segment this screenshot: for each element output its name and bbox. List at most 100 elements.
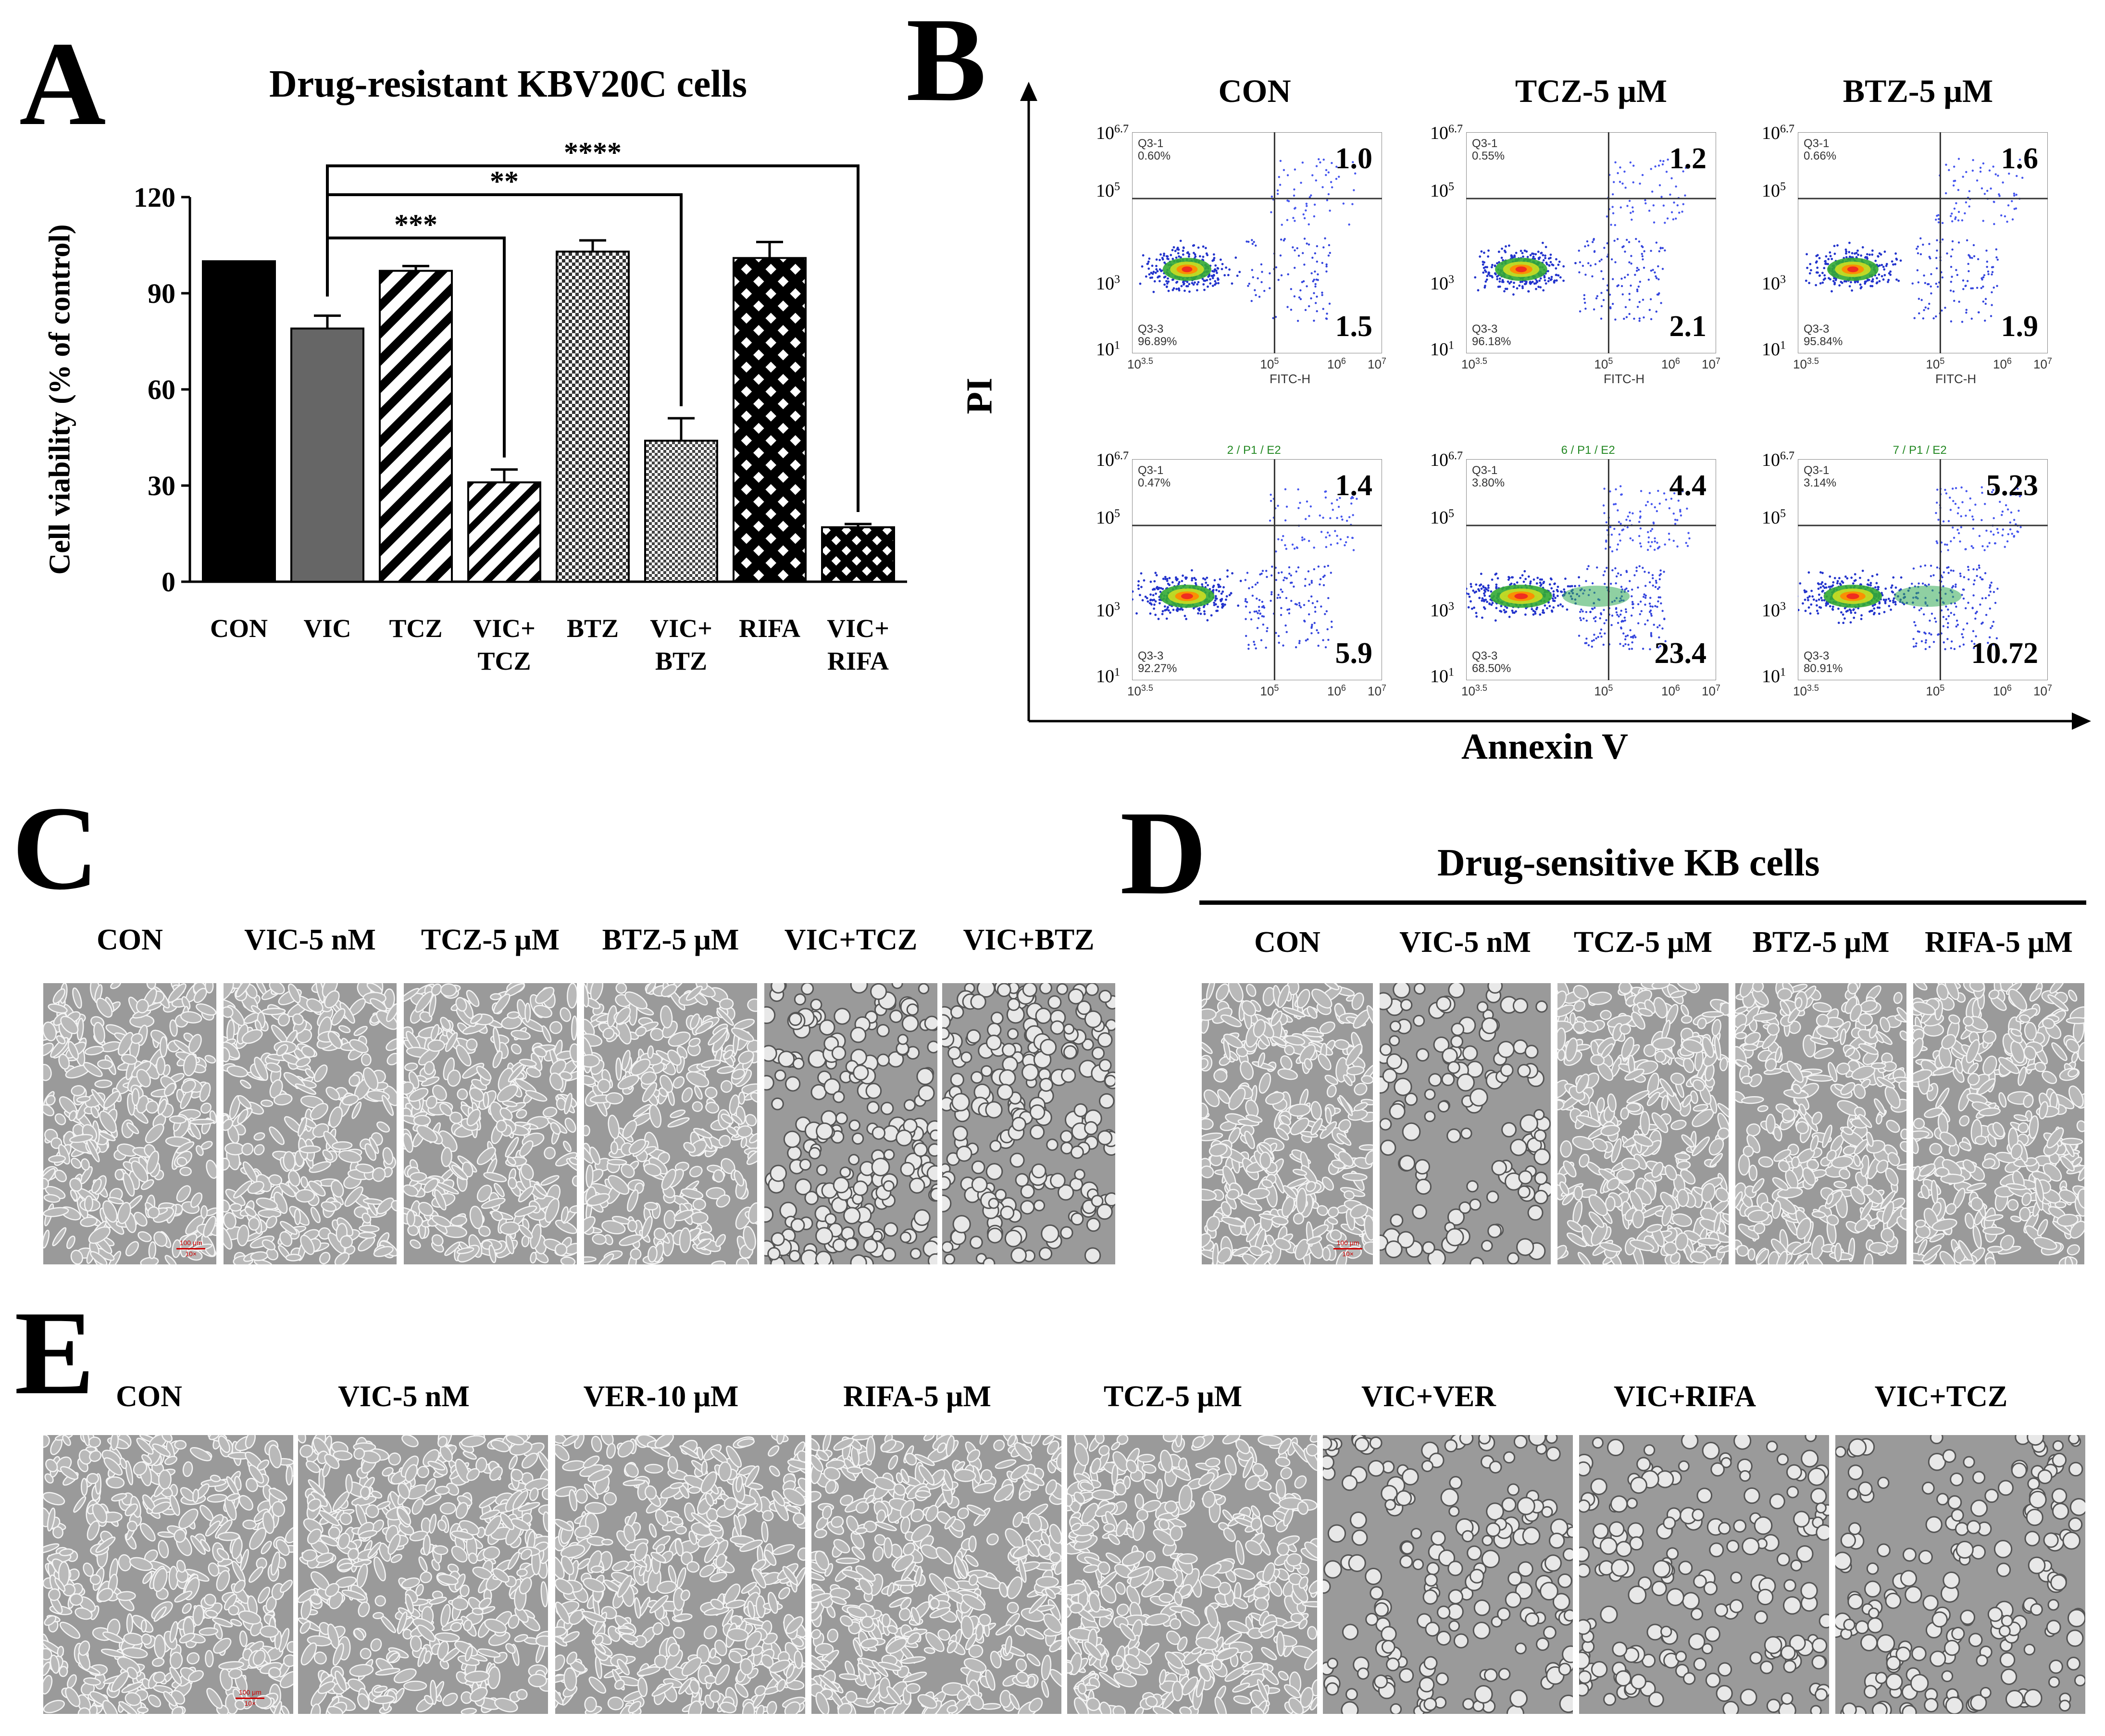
- flow-event: [1301, 161, 1304, 164]
- flow-event: [1962, 636, 1964, 638]
- flow-event: [1884, 602, 1887, 604]
- cell: [90, 1251, 108, 1264]
- flow-y-tick-base: 10: [1096, 666, 1114, 687]
- flow-event: [1557, 586, 1559, 588]
- flow-event: [1954, 502, 1957, 505]
- cell: [269, 1079, 283, 1099]
- flow-event: [1891, 584, 1893, 587]
- flow-event: [1845, 250, 1848, 253]
- flow-event: [1197, 281, 1200, 284]
- flow-event: [1591, 640, 1594, 642]
- microscopy-image: [404, 983, 577, 1264]
- cell: [696, 1238, 712, 1249]
- flow-event: [1670, 211, 1673, 213]
- flow-event: [1263, 289, 1266, 292]
- flow-event: [1161, 257, 1164, 259]
- flow-event: [1352, 161, 1354, 163]
- flow-x-tick-exp: 3.5: [1475, 356, 1487, 366]
- flow-event: [1831, 605, 1834, 608]
- flow-event: [1805, 279, 1807, 282]
- flow-event: [1661, 610, 1664, 612]
- flow-event: [1319, 514, 1321, 517]
- flow-y-tick-exp: 5: [1114, 180, 1120, 193]
- flow-event: [1937, 518, 1940, 521]
- flow-event: [1310, 625, 1313, 628]
- flow-event: [1822, 585, 1825, 587]
- flow-event: [1956, 624, 1959, 626]
- flow-event: [1310, 272, 1313, 275]
- flow-event: [1859, 283, 1862, 286]
- flow-event: [1658, 586, 1661, 588]
- cell: [673, 1076, 685, 1089]
- flow-event: [1253, 643, 1256, 646]
- cell: [200, 1205, 208, 1219]
- flow-event: [1155, 264, 1158, 267]
- flow-event: [1845, 256, 1848, 259]
- flow-event: [1311, 174, 1314, 176]
- flow-event: [1214, 603, 1217, 606]
- cell: [497, 1084, 518, 1102]
- flow-event: [1967, 262, 1969, 265]
- flow-event: [1180, 256, 1182, 259]
- cell: [764, 1045, 777, 1062]
- flow-event: [1605, 548, 1607, 550]
- cell: [564, 1117, 576, 1133]
- flow-event: [1217, 583, 1220, 586]
- cell: [206, 1160, 216, 1179]
- flow-event: [1979, 170, 1982, 173]
- flow-plot-area: [1454, 459, 1717, 681]
- flow-event: [1850, 576, 1853, 579]
- flow-y-tick-exp: 1: [1780, 666, 1786, 679]
- flow-event: [1468, 595, 1471, 598]
- cell: [330, 1180, 344, 1198]
- cell: [627, 1189, 639, 1212]
- flow-event: [1546, 270, 1549, 273]
- flow-event: [1895, 278, 1898, 281]
- flow-event: [1348, 223, 1350, 226]
- flow-event: [1161, 587, 1164, 590]
- flow-event: [1632, 206, 1634, 209]
- microscopy-image: 100 μm 10×: [43, 983, 216, 1264]
- flow-event: [1275, 632, 1277, 634]
- flow-event: [1331, 502, 1333, 505]
- flow-event: [1225, 595, 1228, 598]
- flow-event: [1301, 536, 1304, 539]
- flow-event: [1539, 613, 1542, 616]
- flow-event: [1277, 278, 1280, 281]
- flow-event: [1256, 627, 1259, 629]
- flow-event: [1262, 605, 1265, 608]
- flow-event: [1309, 505, 1312, 508]
- flow-y-tick-exp: 5: [1780, 507, 1786, 520]
- flow-event: [1580, 608, 1582, 611]
- flow-event: [1213, 257, 1216, 260]
- flow-event: [1819, 282, 1822, 285]
- flow-event: [1559, 603, 1562, 606]
- flow-event: [1946, 252, 1948, 255]
- x-tick-label: BTZ: [567, 614, 619, 643]
- cell: [265, 1062, 282, 1073]
- flow-event: [1614, 318, 1617, 321]
- cell: [181, 1079, 196, 1093]
- flow-event: [1871, 253, 1874, 256]
- flow-event: [1661, 163, 1664, 166]
- cell: [731, 1068, 746, 1080]
- flow-event: [1498, 285, 1501, 288]
- cell: [681, 1087, 693, 1103]
- cell: [376, 1121, 390, 1133]
- flow-event: [1284, 519, 1287, 522]
- flow-event: [1535, 279, 1538, 282]
- flow-event: [1579, 617, 1582, 619]
- flow-event: [1219, 258, 1222, 261]
- flow-event: [1212, 586, 1215, 588]
- cell: [84, 1195, 93, 1212]
- flow-event: [1204, 578, 1207, 581]
- flow-event: [1317, 273, 1319, 275]
- quadrant-lower-left-name: Q3-3: [1804, 323, 1830, 336]
- flow-event: [1809, 262, 1812, 265]
- flow-event: [1322, 639, 1324, 641]
- flow-event: [1324, 646, 1327, 649]
- flow-event: [1949, 215, 1952, 217]
- flow-event: [1941, 276, 1943, 279]
- flow-event: [1850, 281, 1852, 284]
- flow-event: [1310, 194, 1312, 197]
